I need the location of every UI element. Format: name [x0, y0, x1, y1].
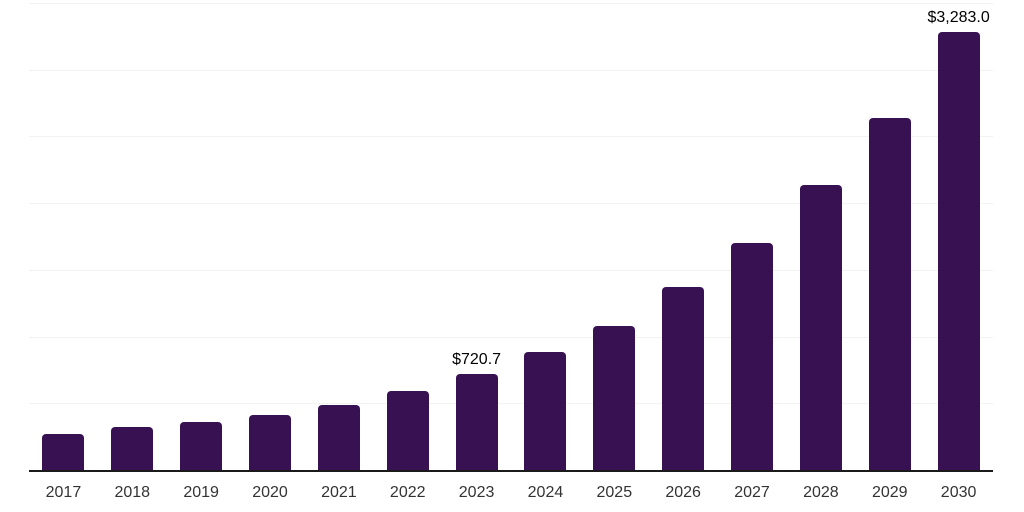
x-tick-label-2023: 2023: [458, 484, 495, 501]
bar-2024: [524, 351, 567, 470]
bar-column-2023: $720.7: [442, 3, 511, 470]
bar-column-2022: [373, 3, 442, 470]
bar-2029: [868, 118, 911, 470]
bar-column-2027: [718, 3, 787, 470]
bar-2022: [386, 391, 429, 470]
bar-value-label-2030: $3,283.0: [927, 9, 990, 27]
gridline-2000: [29, 203, 993, 205]
bar-2020: [249, 415, 291, 470]
bar-column-2021: [304, 3, 373, 470]
x-axis-line: [29, 470, 993, 472]
x-tick-label-2021: 2021: [321, 484, 357, 501]
x-tick-label-2019: 2019: [183, 484, 219, 501]
bar-column-2025: [580, 3, 649, 470]
bar-2027: [731, 242, 774, 470]
x-tick-label-2026: 2026: [665, 484, 701, 501]
gridline-3500: [29, 3, 993, 4]
bar-column-2020: [236, 3, 305, 470]
bar-2019: [180, 421, 223, 470]
bar-2025: [593, 325, 636, 470]
x-tick-label-2028: 2028: [803, 484, 839, 501]
bar-column-2026: [649, 3, 718, 470]
bar-2023: $720.7: [452, 351, 501, 470]
bar-value-label-2023: $720.7: [452, 351, 502, 369]
x-tick-label-2022: 2022: [389, 484, 426, 501]
bar-2017: [42, 433, 85, 470]
bar-column-2028: [786, 3, 855, 470]
x-tick-label-2030: 2030: [940, 484, 977, 501]
bar-column-2024: [511, 3, 580, 470]
x-tick-label-2029: 2029: [871, 484, 908, 501]
bar-column-2029: [855, 3, 924, 470]
gridline-2500: [29, 136, 993, 138]
x-tick-label-2017: 2017: [45, 484, 82, 501]
gridline-500: [29, 403, 993, 405]
bar-column-2017: [29, 3, 98, 470]
bar-2026: [662, 287, 705, 470]
bar-2021: [317, 405, 360, 470]
bar-2028: [799, 185, 842, 470]
x-axis-labels: 2017 2018 2019 2020 2021 2022 2023 2024 2025 2026…: [29, 484, 993, 502]
gridline-1500: [29, 269, 993, 271]
x-tick-label-2025: 2025: [596, 484, 633, 501]
bar-2030: $3,283.0: [927, 9, 990, 470]
bar-column-2019: [167, 3, 236, 470]
bars-row: $720.7 $3,283.0: [29, 3, 993, 470]
gridline-3000: [29, 69, 993, 71]
bar-column-2018: [98, 3, 167, 470]
x-tick-label-2020: 2020: [252, 484, 288, 501]
x-tick-label-2024: 2024: [527, 484, 564, 501]
gridline-1000: [29, 336, 993, 338]
bar-2018: [111, 426, 154, 470]
plot-area: $720.7 $3,283.0: [29, 3, 993, 470]
x-tick-label-2027: 2027: [734, 484, 770, 501]
x-tick-label-2018: 2018: [114, 484, 151, 501]
bar-column-2030: $3,283.0: [924, 3, 993, 470]
